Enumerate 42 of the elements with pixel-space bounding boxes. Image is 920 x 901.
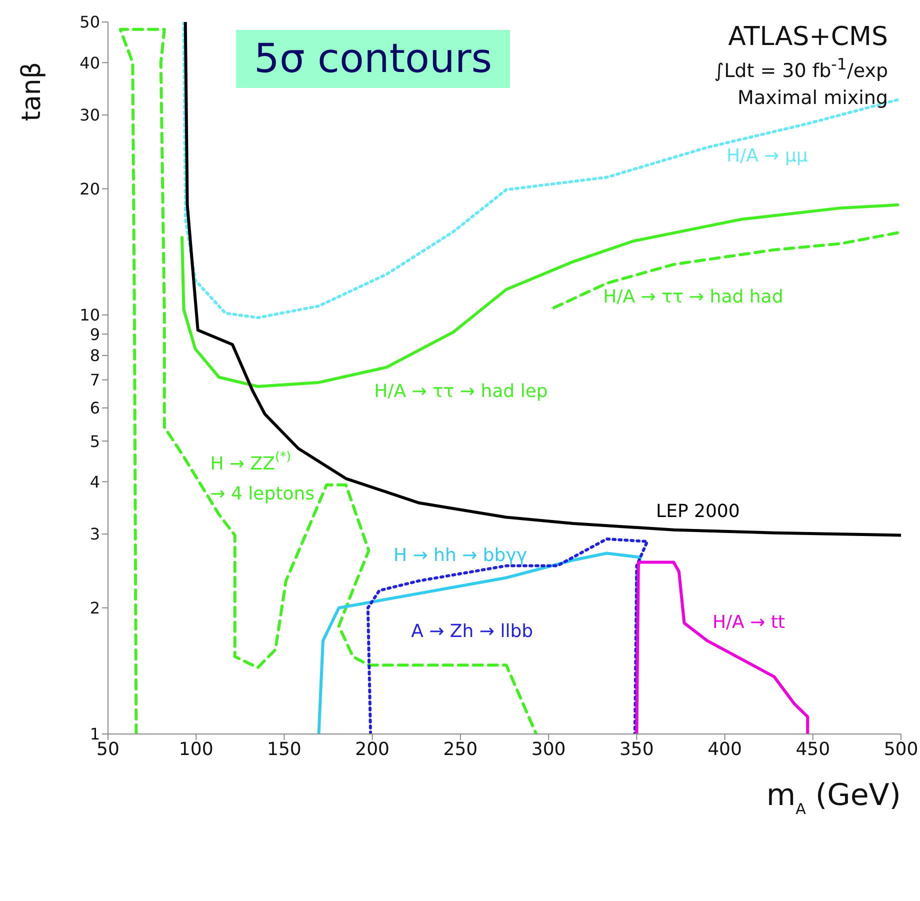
series-label: H/A → μμ [726,145,808,166]
y-tick-label: 6 [90,398,100,418]
annotation: Maximal mixing [738,87,888,110]
x-tick-label: 450 [796,738,830,760]
y-tick-label: 10 [80,306,100,325]
y-tick-label: 30 [80,106,100,125]
annotation: ATLAS+CMS [728,22,888,52]
y-tick-label: 1 [90,724,100,744]
y-tick-label: 50 [80,12,100,32]
y-tick-label: 5 [90,432,100,451]
y-tick-label: 2 [90,598,100,618]
series-label: H/A → ττ → had lep [374,380,548,402]
y-tick-label: 4 [90,472,100,492]
line-series [366,537,649,734]
x-tick-label: 350 [619,738,654,760]
x-tick-label: 150 [267,738,302,760]
series-label: H/A → ττ → had had [603,286,784,308]
line-series [635,560,810,734]
y-tick-label: 9 [90,324,100,344]
y-tick-label: 7 [90,370,100,390]
y-tick-label: 3 [90,524,100,544]
x-tick-label: 100 [178,738,214,760]
chart-title: 5σ contours [254,36,492,82]
x-axis-title: m$_{A}$ (GeV) [766,778,901,818]
y-axis-title: tanβ [17,62,47,122]
annotation: ∫Ldt = 30 fb$^{-1}$/exp [714,55,888,82]
text: A → Zh → llbb [411,621,534,642]
series-label: H/A → tt [712,612,786,633]
series-label: H → hh → bbγγ [393,544,528,566]
x-tick-label: 300 [531,738,566,760]
y-tick-label: 20 [80,179,100,198]
line-series [552,231,899,310]
x-tick-label: 250 [443,738,478,760]
text: H → ZZ$^{(*)}$ → 4 leptons [210,448,315,504]
line-series [184,22,901,537]
x-tick-label: 400 [708,738,742,760]
series-label: LEP 2000 [656,500,740,522]
line-series [182,22,899,320]
y-tick-label: 40 [80,53,100,72]
y-tick-label: 8 [90,346,100,366]
x-tick-label: 200 [355,738,390,760]
x-tick-label: 500 [884,738,918,760]
